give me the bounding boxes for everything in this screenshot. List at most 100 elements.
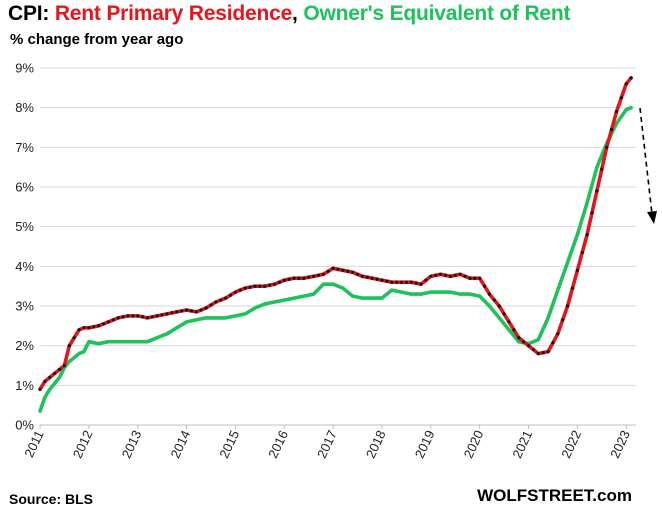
source-note: Source: BLS (9, 491, 94, 507)
data-point (214, 300, 218, 304)
x-tick-label: 2021 (509, 428, 535, 461)
x-tick-label: 2022 (558, 428, 584, 461)
x-tick-label: 2014 (167, 428, 193, 461)
data-point (136, 314, 140, 318)
y-tick-label: 2% (15, 338, 34, 353)
data-point (507, 320, 511, 324)
x-tick-label: 2015 (216, 428, 242, 461)
series-line-oer (38, 105, 633, 413)
data-point (556, 332, 560, 336)
data-point (600, 167, 604, 171)
data-point (268, 283, 272, 287)
x-tick-label: 2016 (265, 428, 291, 461)
y-tick-label: 0% (15, 418, 34, 433)
data-point (170, 311, 174, 315)
data-point (512, 328, 516, 332)
chart-title: CPI: Rent Primary Residence, Owner's Equ… (8, 2, 571, 26)
data-point (312, 274, 316, 278)
y-axis: 0% 1% 2% 3% 4% 5% 6% 7% 8% 9% (15, 61, 34, 433)
data-point (209, 303, 213, 307)
title-series-rent: Rent Primary Residence (54, 2, 293, 25)
data-point (541, 351, 545, 355)
data-point (341, 268, 345, 272)
data-point (297, 276, 301, 280)
data-point (62, 363, 66, 368)
data-point (43, 379, 47, 383)
data-point (189, 309, 193, 313)
data-point (453, 273, 457, 277)
data-point (77, 328, 81, 332)
data-point (346, 269, 350, 273)
data-point (443, 273, 448, 277)
y-tick-label: 7% (15, 140, 34, 155)
data-point (424, 278, 428, 282)
data-point (434, 273, 438, 277)
chart-subtitle: % change from year ago (10, 31, 184, 48)
data-point (331, 266, 335, 270)
data-point (355, 272, 360, 276)
data-point (321, 272, 325, 276)
data-point (399, 280, 404, 284)
data-point (404, 280, 408, 284)
data-point (380, 278, 384, 282)
data-point (307, 275, 311, 279)
data-point (224, 296, 228, 300)
y-tick-label: 4% (15, 259, 34, 274)
data-point (204, 306, 208, 310)
x-tick-label: 2019 (412, 428, 438, 461)
data-point (610, 127, 614, 132)
data-point (48, 375, 52, 379)
data-point (92, 325, 96, 329)
data-point (561, 318, 565, 322)
data-point (429, 274, 433, 278)
x-tick-label: 2020 (461, 428, 487, 461)
x-axis: 2011 2012 2013 2014 2015 2016 2017 2018 2019 2020… (21, 425, 633, 460)
data-point (101, 322, 106, 326)
data-point (194, 310, 198, 314)
title-separator: , (292, 2, 304, 25)
data-point (53, 371, 57, 375)
data-point (287, 277, 291, 281)
data-point (326, 269, 330, 273)
data-point (492, 298, 496, 302)
data-point (570, 286, 575, 290)
data-point (106, 320, 110, 324)
data-point (67, 344, 71, 348)
y-tick-label: 8% (15, 100, 34, 115)
data-point (292, 276, 296, 280)
data-point (370, 276, 374, 280)
data-point (419, 282, 423, 286)
x-tick-label: 2013 (119, 428, 145, 461)
data-point (502, 312, 506, 316)
data-point (585, 233, 589, 237)
data-point (536, 352, 540, 356)
data-point (605, 145, 609, 149)
data-point (160, 313, 164, 317)
data-point (277, 280, 281, 284)
title-prefix: CPI: (8, 2, 55, 25)
data-point (522, 340, 526, 344)
data-point (282, 278, 286, 282)
data-point (546, 350, 550, 354)
x-tick-label: 2011 (21, 428, 46, 460)
data-point (219, 298, 223, 302)
data-point (121, 315, 125, 319)
y-tick-label: 1% (15, 378, 34, 393)
data-point (150, 315, 154, 319)
grid-lines (40, 67, 636, 426)
data-point (272, 282, 277, 286)
x-tick-label: 2017 (314, 428, 340, 461)
data-point (526, 344, 531, 348)
data-point (531, 348, 536, 352)
data-point (316, 273, 321, 277)
data-point (258, 284, 262, 288)
data-point (38, 387, 42, 391)
data-point (82, 326, 86, 330)
data-point (619, 96, 623, 100)
data-point (551, 341, 555, 345)
down-arrow-icon (639, 107, 657, 224)
x-tick-label: 2012 (70, 428, 96, 461)
data-point (478, 276, 482, 280)
data-point (385, 279, 389, 283)
data-point (473, 276, 477, 280)
